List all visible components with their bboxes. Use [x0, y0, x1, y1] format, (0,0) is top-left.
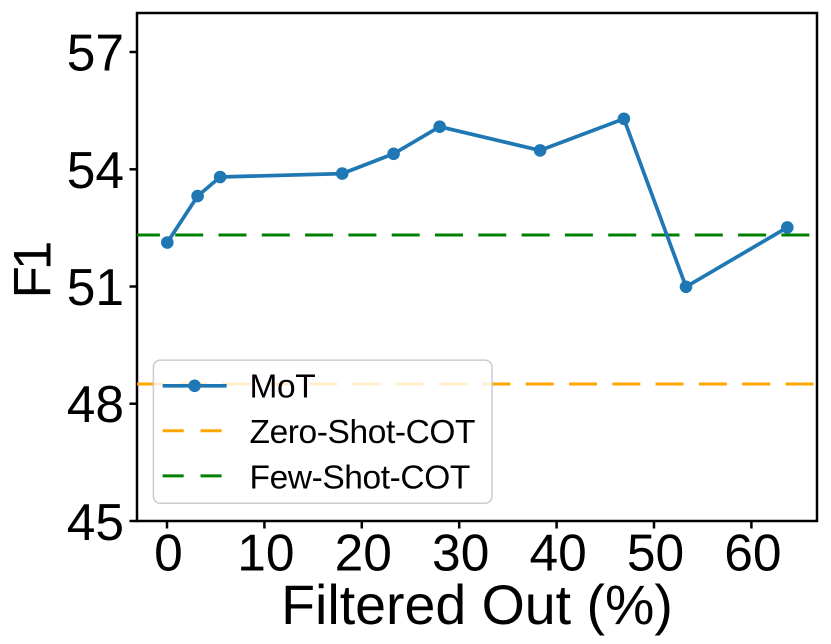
svg-text:F1: F1 [4, 243, 63, 298]
svg-text:45: 45 [67, 493, 124, 551]
svg-text:20: 20 [335, 524, 392, 582]
svg-text:MoT: MoT [250, 368, 316, 405]
svg-text:10: 10 [237, 524, 294, 582]
svg-text:40: 40 [529, 524, 586, 582]
svg-text:30: 30 [432, 524, 489, 582]
svg-text:57: 57 [67, 24, 124, 82]
svg-text:Zero-Shot-COT: Zero-Shot-COT [250, 414, 476, 451]
svg-text:0: 0 [154, 524, 183, 582]
svg-text:50: 50 [627, 524, 684, 582]
svg-text:60: 60 [724, 524, 781, 582]
svg-text:48: 48 [67, 375, 124, 433]
svg-text:51: 51 [67, 258, 124, 316]
svg-text:Filtered Out (%): Filtered Out (%) [281, 574, 673, 636]
svg-text:54: 54 [67, 141, 124, 199]
svg-text:Few-Shot-COT: Few-Shot-COT [250, 459, 470, 496]
